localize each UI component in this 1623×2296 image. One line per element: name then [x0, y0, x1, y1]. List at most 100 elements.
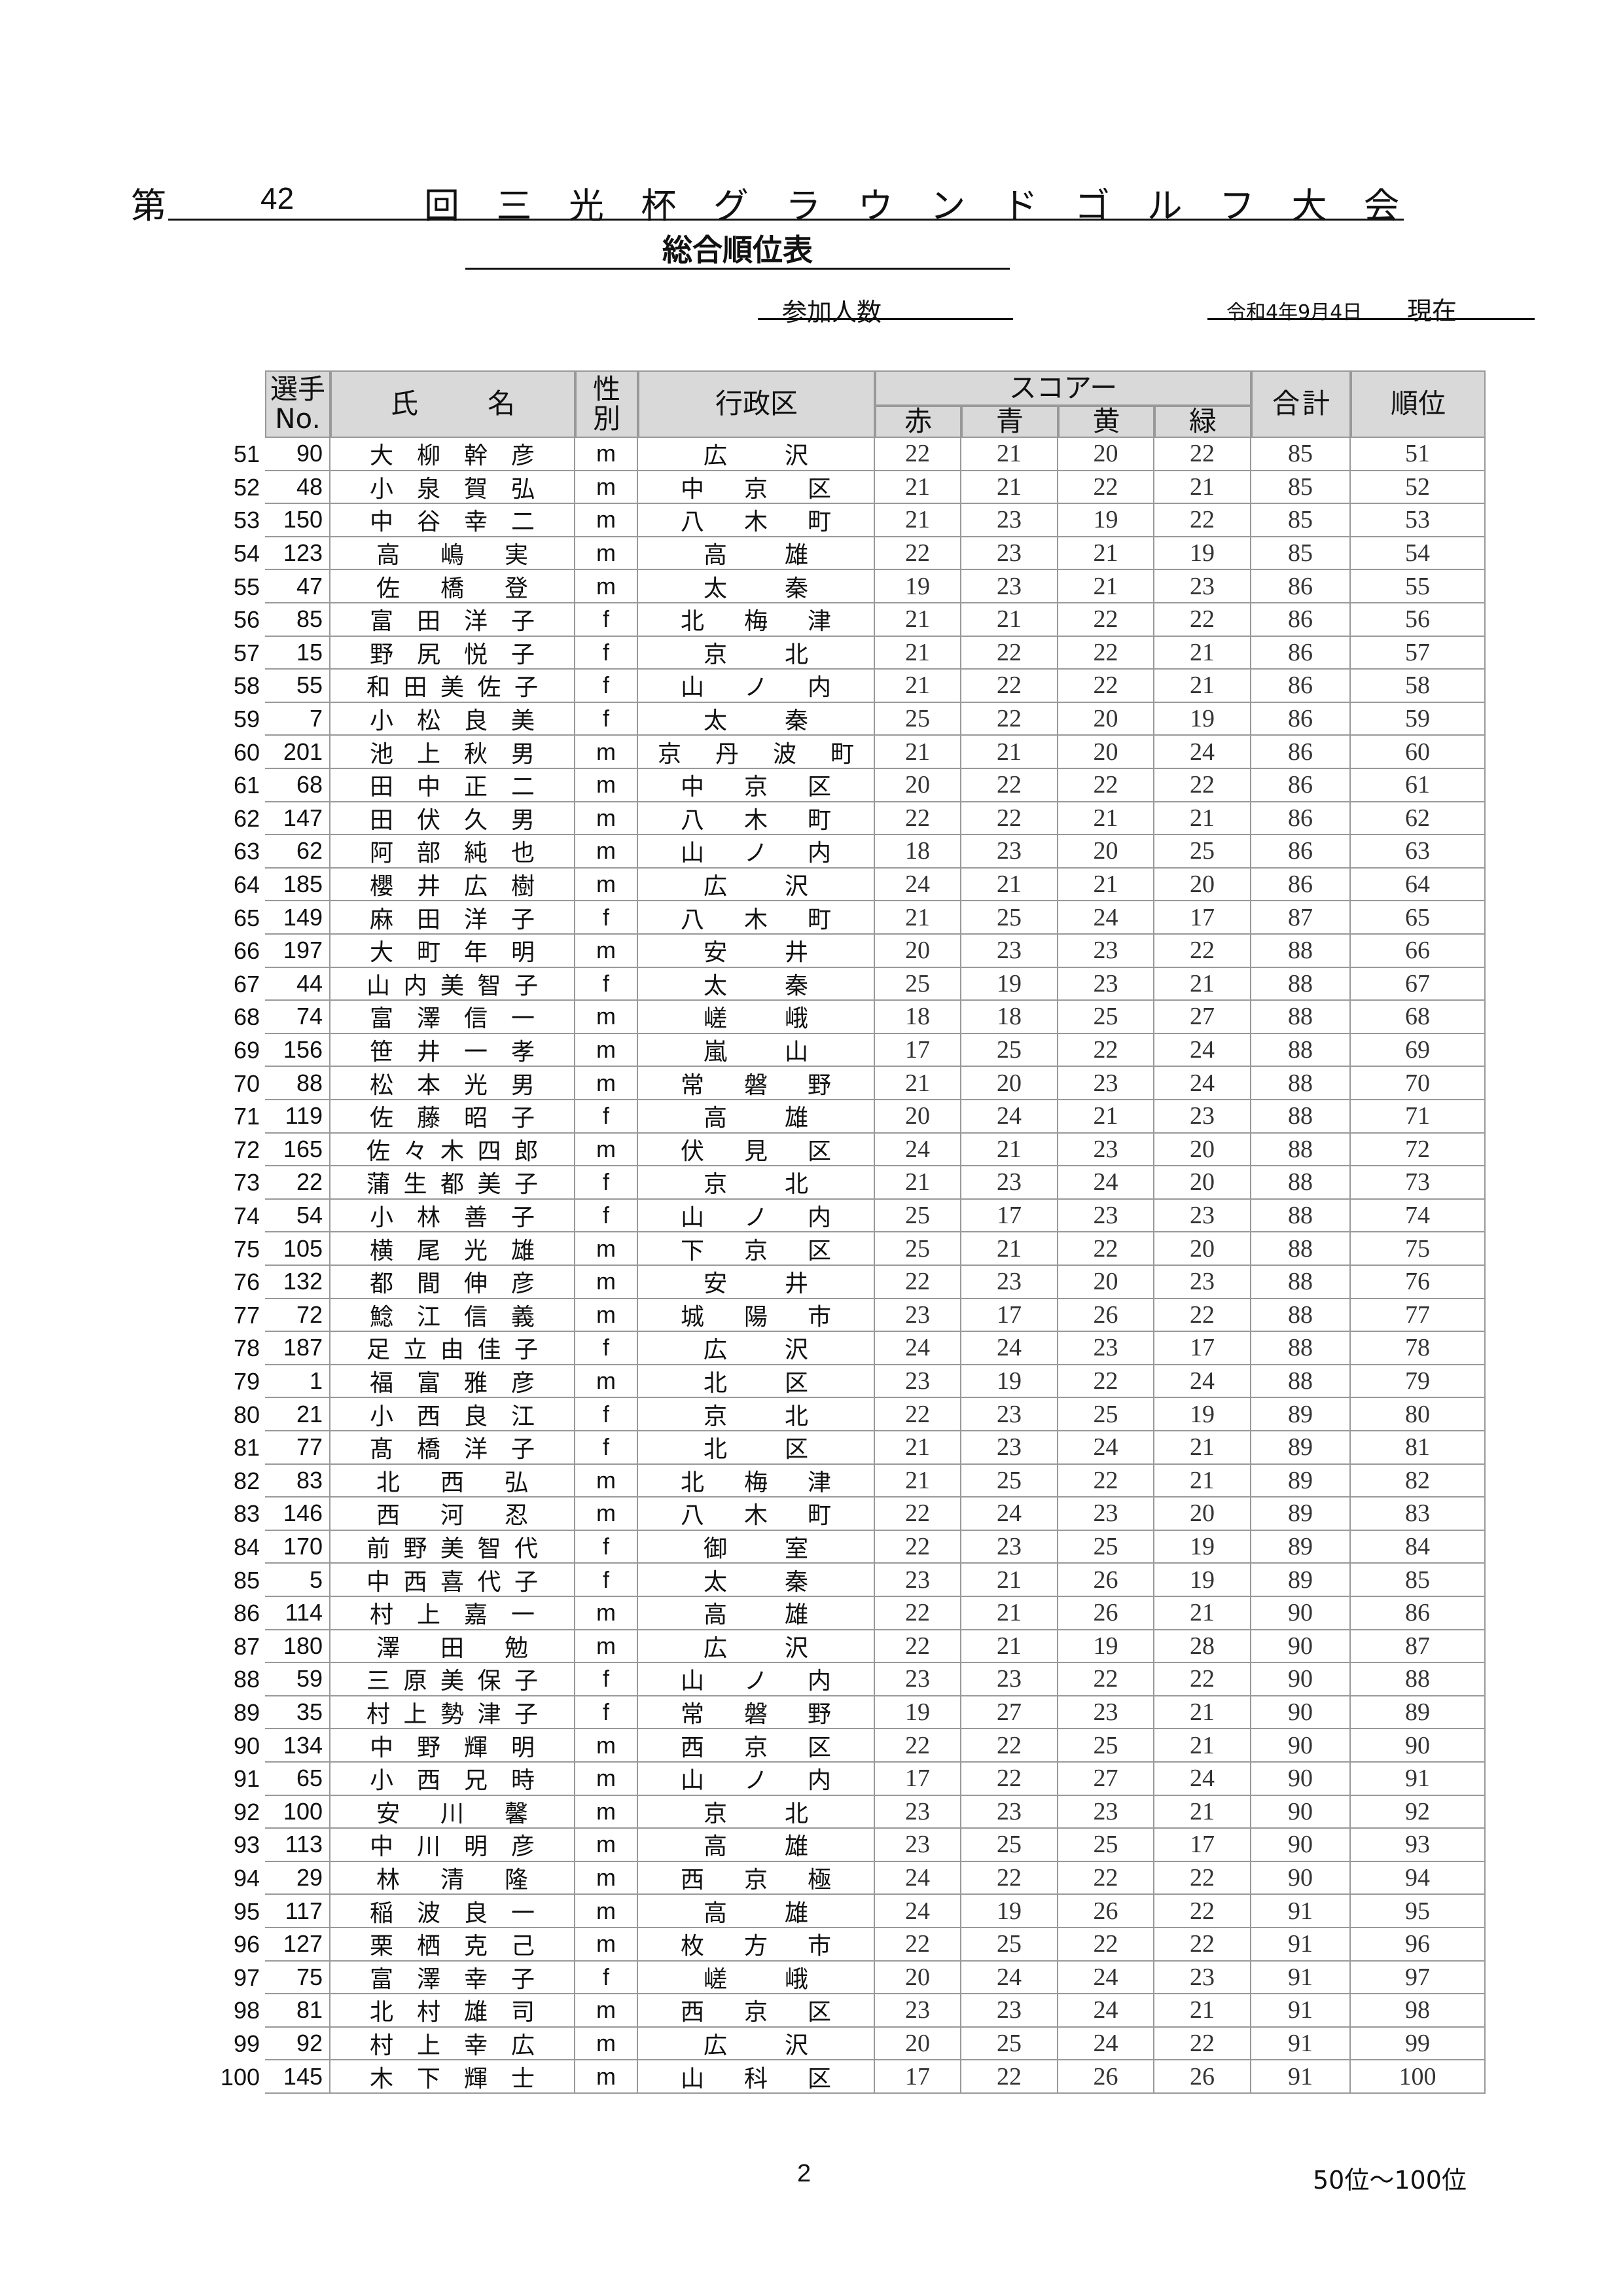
gender: m	[575, 769, 638, 802]
district: 山科区	[638, 2060, 875, 2094]
district: 山ノ内	[638, 670, 875, 703]
gender: m	[575, 1994, 638, 2028]
player-name-text: 小松良美	[370, 708, 535, 735]
rank: 54	[1351, 537, 1486, 571]
player-no: 149	[265, 901, 330, 935]
district: 西京区	[638, 1994, 875, 2028]
gender: m	[575, 1829, 638, 1862]
score: 22	[1058, 603, 1154, 637]
player-name: 栗栖克己	[330, 1928, 575, 1962]
player-no: 62	[265, 835, 330, 869]
score: 21	[1154, 1431, 1251, 1465]
gender: m	[575, 438, 638, 471]
gender: m	[575, 1033, 638, 1067]
player-name: 大柳幹彦	[330, 438, 575, 471]
score: 22	[961, 2060, 1058, 2094]
district: 下京区	[638, 1232, 875, 1266]
player-no: 114	[265, 1597, 330, 1630]
district: 八木町	[638, 901, 875, 935]
score: 24	[961, 1332, 1058, 1365]
row-index: 86	[233, 1600, 260, 1627]
district-text: 下京区	[681, 1237, 831, 1265]
player-name-text: 富澤幸子	[370, 1965, 535, 1993]
player-name-text: 安川馨	[376, 1800, 528, 1827]
district: 伏見区	[638, 1133, 875, 1167]
score: 21	[1154, 636, 1251, 670]
row-index: 89	[233, 1699, 260, 1727]
row-index: 83	[233, 1500, 260, 1528]
district: 山ノ内	[638, 1663, 875, 1696]
district: 八木町	[638, 504, 875, 537]
page-range: 50位～100位	[1313, 2166, 1467, 2195]
rank: 88	[1351, 1663, 1486, 1696]
player-name: 横尾光雄	[330, 1232, 575, 1266]
player-no: 74	[265, 1001, 330, 1034]
district-text: 中京区	[681, 774, 831, 801]
title: 回三光杯グラウンドゴルフ大会	[424, 185, 1399, 226]
player-name-text: 稲波良一	[370, 1899, 535, 1927]
header-score: スコアー	[875, 370, 1251, 406]
player-name: 小西兄時	[330, 1763, 575, 1796]
score: 17	[875, 1763, 961, 1796]
player-name: 佐藤昭子	[330, 1100, 575, 1134]
total: 90	[1251, 1597, 1351, 1630]
district-text: 高雄	[704, 1105, 808, 1132]
district: 嵯峨	[638, 1001, 875, 1034]
player-name-text: 木下輝士	[370, 2065, 535, 2092]
player-name: 池上秋男	[330, 736, 575, 769]
district: 山ノ内	[638, 1199, 875, 1233]
gender: f	[575, 670, 638, 703]
score: 21	[1058, 537, 1154, 571]
rank: 60	[1351, 736, 1486, 769]
district: 御室	[638, 1530, 875, 1564]
score: 20	[875, 769, 961, 802]
score: 22	[961, 1729, 1058, 1763]
score: 21	[961, 736, 1058, 769]
district-text: 山ノ内	[681, 674, 831, 702]
row-index: 69	[233, 1037, 260, 1064]
score: 24	[1058, 901, 1154, 935]
rank: 61	[1351, 769, 1486, 802]
score: 22	[961, 1763, 1058, 1796]
rank: 97	[1351, 1961, 1486, 1995]
score: 26	[1058, 2060, 1154, 2094]
score: 24	[1154, 1033, 1251, 1067]
score: 22	[961, 802, 1058, 836]
gender: f	[575, 636, 638, 670]
player-name: 三原美保子	[330, 1663, 575, 1696]
header-player-no: 選手 No.	[265, 370, 330, 438]
player-name-text: 中西喜代子	[366, 1568, 538, 1596]
player-no: 92	[265, 2027, 330, 2061]
rank: 83	[1351, 1498, 1486, 1531]
total: 91	[1251, 1895, 1351, 1928]
score: 22	[961, 702, 1058, 736]
player-no: 29	[265, 1861, 330, 1895]
score: 23	[1058, 935, 1154, 968]
gender: m	[575, 1001, 638, 1034]
district-text: 山ノ内	[681, 1767, 831, 1795]
district: 八木町	[638, 802, 875, 836]
player-name-text: 笹井一孝	[370, 1039, 535, 1066]
score: 21	[1058, 802, 1154, 836]
player-no: 22	[265, 1166, 330, 1200]
player-name: 山内美智子	[330, 967, 575, 1001]
score: 23	[961, 1530, 1058, 1564]
district: 太秦	[638, 702, 875, 736]
score: 20	[1154, 1232, 1251, 1266]
rank: 95	[1351, 1895, 1486, 1928]
district-text: 広沢	[704, 442, 808, 470]
score: 21	[875, 901, 961, 935]
district: 太秦	[638, 1564, 875, 1597]
row-index: 61	[233, 772, 260, 799]
gender: m	[575, 1729, 638, 1763]
score: 22	[875, 1398, 961, 1431]
score: 22	[961, 636, 1058, 670]
player-name: 野尻悦子	[330, 636, 575, 670]
score: 22	[875, 438, 961, 471]
district: 太秦	[638, 967, 875, 1001]
score: 21	[961, 1630, 1058, 1664]
score: 21	[875, 1067, 961, 1100]
score: 26	[1058, 1299, 1154, 1333]
district-text: 山ノ内	[681, 1204, 831, 1232]
district-text: 山科区	[681, 2065, 831, 2092]
